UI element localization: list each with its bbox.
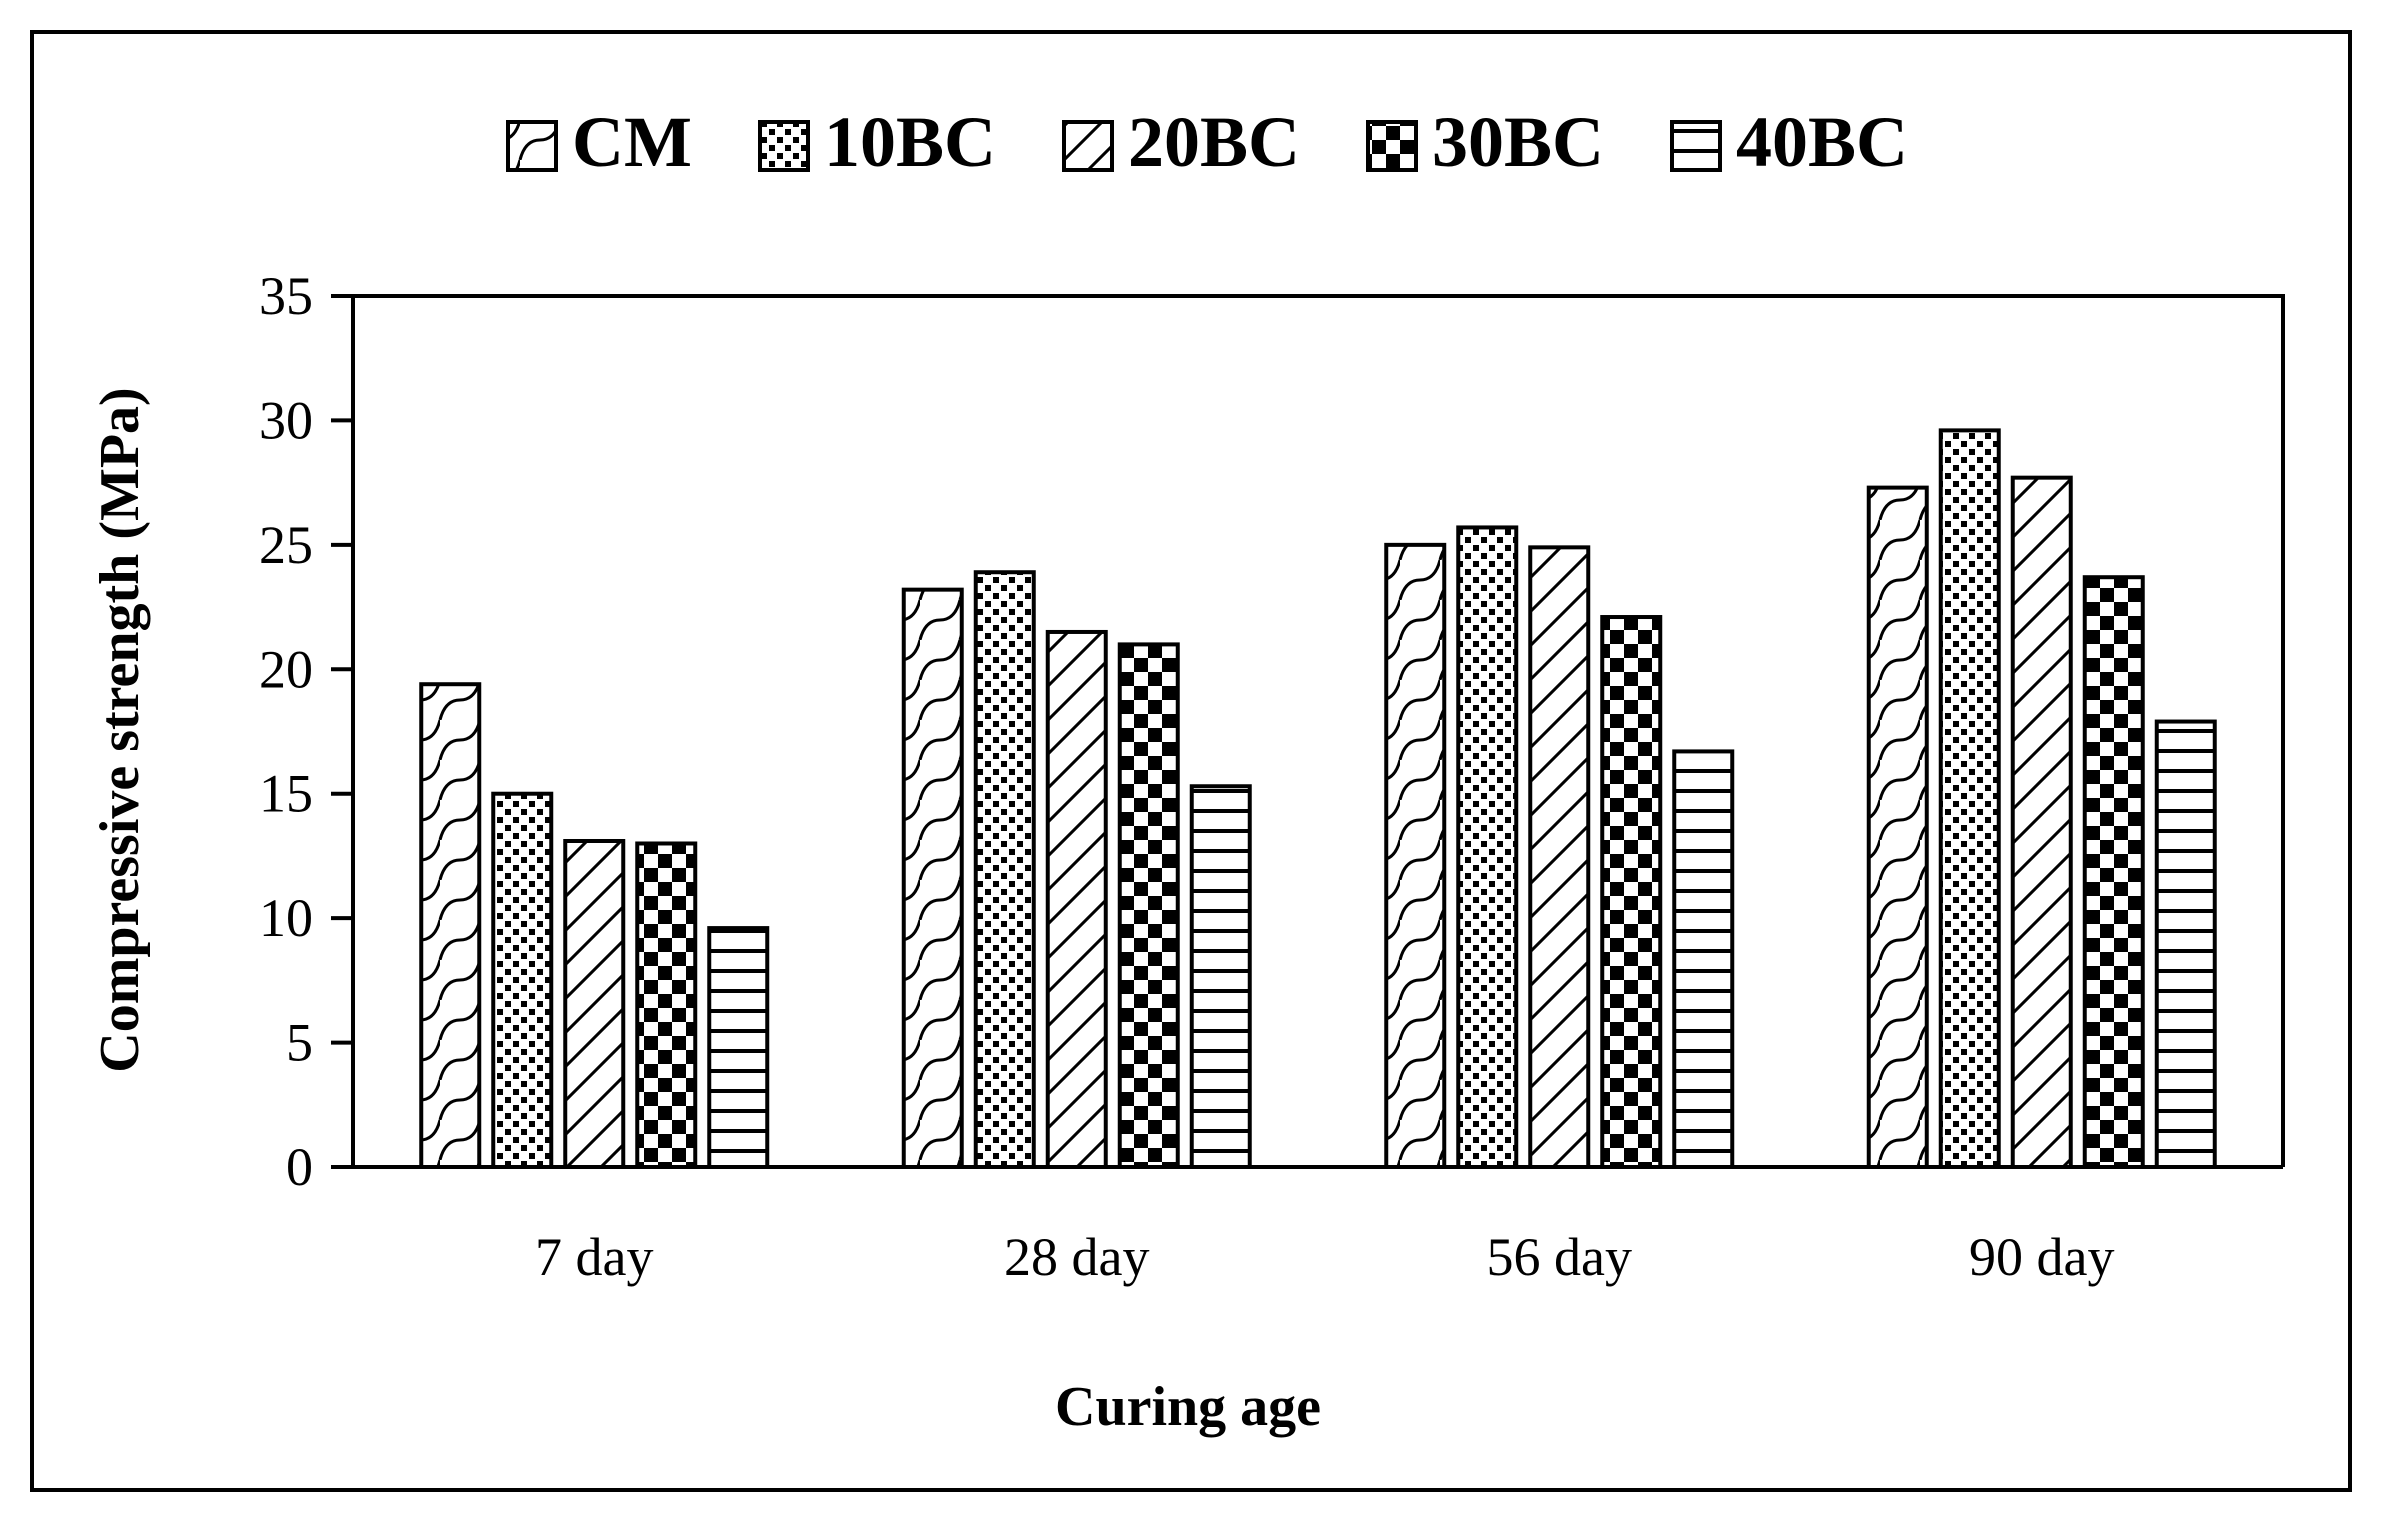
y-tick-label: 20 [259,639,313,699]
y-tick-label: 25 [259,515,313,575]
x-tick-label: 28 day [1004,1227,1149,1287]
bar-CM-28-day [901,587,964,1169]
x-tick-label: 56 day [1487,1227,1632,1287]
y-axis-title: Compressive strength (MPa) [89,387,151,1072]
y-tick-label: 5 [286,1013,313,1073]
bar-CM-56-day [1384,542,1447,1169]
plot-area-border [353,294,2285,1167]
bars [419,428,2217,1170]
bar-30BC-7-day [635,841,698,1169]
x-axis-title: Curing age [1055,1376,1321,1438]
bar-CM-7-day [419,682,482,1170]
bar-40BC-7-day [707,926,770,1170]
bar-20BC-7-day [563,838,626,1169]
bar-30BC-28-day [1117,642,1180,1169]
bar-CM-90-day [1866,485,1929,1169]
y-tick-label: 35 [259,266,313,326]
bar-10BC-56-day [1456,525,1519,1169]
chart-frame [30,30,2352,1492]
bar-20BC-28-day [1045,629,1108,1169]
plot-border-line [353,294,2285,1167]
bar-40BC-28-day [1189,784,1252,1170]
bar-30BC-90-day [2082,575,2145,1169]
legend-label-40BC: 40BC [1736,102,1908,182]
bar-10BC-7-day [491,791,554,1169]
bar-30BC-56-day [1600,615,1663,1169]
legend-swatch-30BC [1366,120,1418,172]
bar-20BC-90-day [2010,475,2073,1169]
legend-swatch-10BC [758,120,810,172]
x-tick-label: 90 day [1969,1227,2114,1287]
legend: CM 10BC 20BC 30BC 40BC [506,102,1908,182]
y-tick-label: 10 [259,888,313,948]
x-axis: 7 day 28 day 56 day 90 day [331,1165,2283,1287]
bar-20BC-56-day [1528,545,1591,1169]
bar-40BC-90-day [2154,719,2217,1169]
legend-swatch-CM [506,120,558,172]
legend-label-20BC: 20BC [1128,102,1300,182]
y-tick-label: 30 [259,390,313,450]
legend-label-10BC: 10BC [824,102,996,182]
legend-swatch-20BC [1062,120,1114,172]
legend-swatch-40BC [1670,120,1722,172]
y-axis: 0 5 10 15 20 25 30 35 [259,266,355,1197]
bar-10BC-28-day [973,570,1036,1169]
bar-10BC-90-day [1938,428,2001,1169]
bar-40BC-56-day [1672,749,1735,1169]
y-tick-label: 0 [286,1137,313,1197]
y-tick-label: 15 [259,764,313,824]
legend-label-30BC: 30BC [1432,102,1604,182]
x-tick-label: 7 day [535,1227,653,1287]
legend-label-CM: CM [572,102,692,182]
